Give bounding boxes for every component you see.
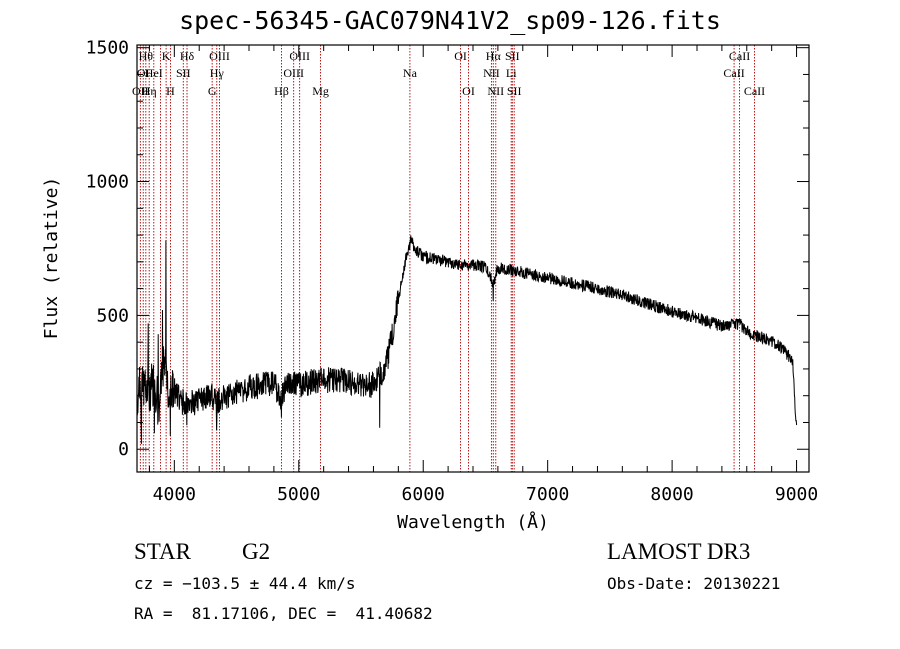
reference-line-label: Hα <box>486 49 502 63</box>
reference-line-label: CaII <box>723 66 744 80</box>
x-tick-label: 4000 <box>153 484 196 505</box>
reference-line-label: Na <box>403 66 418 80</box>
series-layer <box>136 235 798 444</box>
reference-line-label: H <box>166 84 175 98</box>
y-tick-label: 0 <box>118 439 129 460</box>
reference-line-label: Li <box>506 66 517 80</box>
reference-line-label: OIII <box>209 49 230 63</box>
reference-line-label: OIII <box>283 66 304 80</box>
reference-line-label: Hγ <box>210 66 225 80</box>
reference-line-label: Hδ <box>180 49 195 63</box>
reference-line-label: G <box>208 84 217 98</box>
reference-line-label: NII <box>483 66 500 80</box>
reference-line-label: Hβ <box>274 84 289 98</box>
reference-line-label: Hθ <box>139 49 154 63</box>
y-axis: 0 500 1000 1500 <box>86 38 809 460</box>
x-tick-label: 8000 <box>650 484 693 505</box>
reference-line-label: OI <box>137 66 150 80</box>
reference-line-labels: OIIOIHθHηHeIKHSIIHδGHγOIIIHβOIIIOIIIMgNa… <box>132 49 765 98</box>
reference-line-label: OI <box>462 84 475 98</box>
y-tick-label: 1500 <box>86 38 129 59</box>
y-tick-label: 1000 <box>86 172 129 193</box>
reference-line-label: SII <box>176 66 191 80</box>
chart-title: spec-56345-GAC079N41V2_sp09-126.fits <box>179 6 721 35</box>
reference-line-label: OI <box>454 49 467 63</box>
x-axis: 4000 5000 6000 7000 8000 9000 <box>148 45 818 505</box>
survey-name: LAMOST DR3 <box>607 539 751 564</box>
reference-line-label: SII <box>507 84 522 98</box>
y-tick-label: 500 <box>96 305 129 326</box>
reference-line-label: CaII <box>744 84 765 98</box>
y-axis-title: Flux (relative) <box>41 177 62 340</box>
reference-line-label: HeI <box>145 66 163 80</box>
spectrum-series-line <box>136 235 798 444</box>
x-axis-title: Wavelength (Å) <box>397 511 549 533</box>
object-class: STAR <box>134 539 191 564</box>
reference-line-label: NII <box>487 84 504 98</box>
x-tick-label: 9000 <box>775 484 818 505</box>
reference-line-label: Hη <box>142 84 157 98</box>
reference-line-label: K <box>162 49 171 63</box>
x-tick-label: 6000 <box>402 484 445 505</box>
reference-line-label: SII <box>505 49 520 63</box>
coordinates-readout: RA = 81.17106, DEC = 41.40682 <box>134 604 433 623</box>
obs-date: Obs-Date: 20130221 <box>607 574 781 593</box>
reference-line-label: OIII <box>289 49 310 63</box>
reference-line-label: OII <box>132 84 149 98</box>
velocity-readout: cz = −103.5 ± 44.4 km/s <box>134 574 356 593</box>
reference-line-label: Mg <box>312 84 329 98</box>
plot-frame <box>136 44 810 473</box>
object-subclass: G2 <box>242 539 271 564</box>
reference-line-label: CaII <box>729 49 750 63</box>
x-tick-label: 7000 <box>526 484 569 505</box>
x-tick-label: 5000 <box>277 484 320 505</box>
